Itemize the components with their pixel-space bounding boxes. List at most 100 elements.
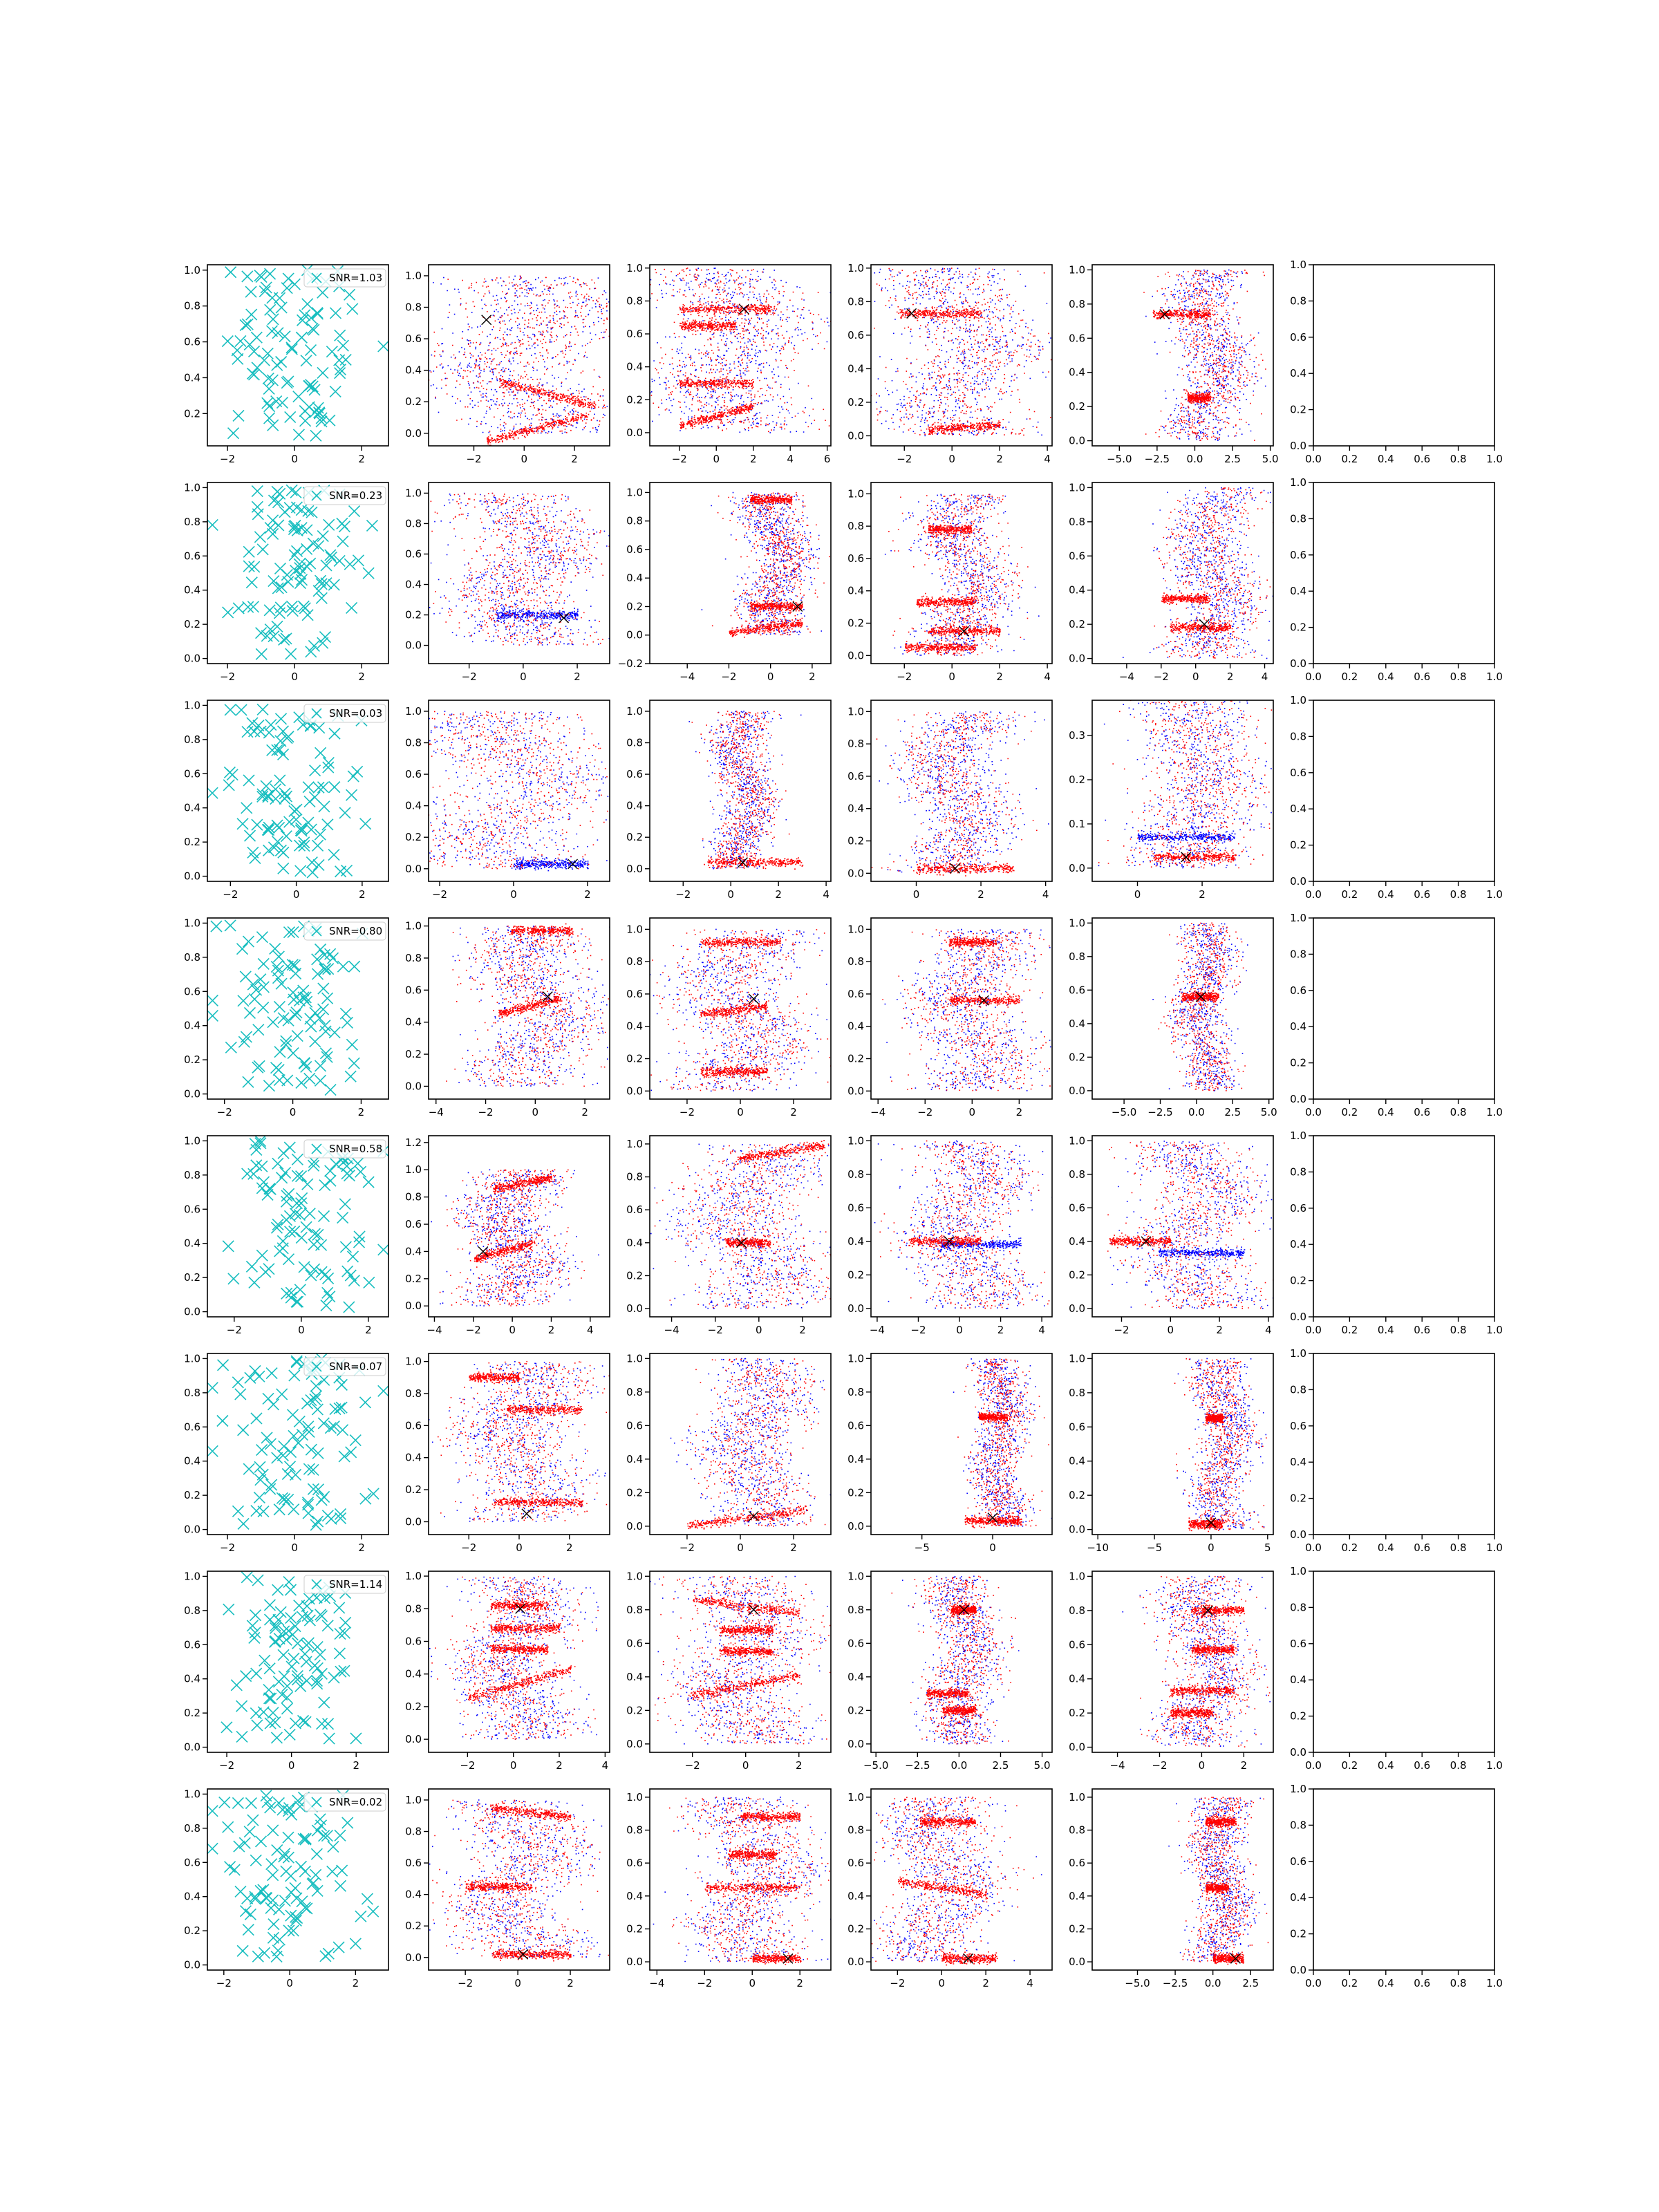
- x-tick-label: 2: [1227, 671, 1234, 683]
- y-tick-label: 0.2: [405, 1483, 422, 1496]
- y-tick-label: 1.0: [1069, 1570, 1085, 1582]
- cyan-x-marker: [363, 1276, 375, 1288]
- cyan-x-marker: [299, 602, 311, 615]
- cyan-x-marker: [260, 281, 272, 294]
- cyan-x-marker: [224, 704, 236, 716]
- x-tick-label: 0: [913, 888, 920, 901]
- y-tick-label: 0.4: [626, 1890, 643, 1902]
- x-tick-label: 0.8: [1450, 1977, 1467, 1989]
- y-tick-label: 0.8: [1069, 298, 1085, 310]
- x-tick-label: −2: [217, 1106, 232, 1118]
- cyan-x-marker: [284, 1584, 297, 1596]
- y-tick-label: 0.2: [847, 1486, 864, 1499]
- cyan-x-marker: [234, 1388, 247, 1400]
- cyan-x-marker: [283, 1461, 297, 1473]
- legend-box: [303, 1792, 386, 1812]
- cyan-x-marker: [285, 1286, 297, 1299]
- cyan-x-marker: [346, 1250, 359, 1263]
- cyan-x-marker: [303, 379, 315, 392]
- y-tick-label: 1.0: [626, 1570, 643, 1582]
- cyan-x-marker: [337, 960, 349, 973]
- x-tick-label: −4: [664, 1324, 679, 1336]
- cyan-x-marker: [312, 1228, 324, 1241]
- cyan-x-marker: [298, 1261, 310, 1273]
- cyan-x-marker: [222, 1240, 234, 1253]
- cyan-x-marker: [315, 1667, 328, 1680]
- cyan-x-marker: [276, 1388, 288, 1400]
- x-tick-label: 0: [1208, 1541, 1215, 1554]
- y-tick-label: 0.8: [405, 737, 422, 749]
- blue-points: [1109, 1141, 1273, 1309]
- cyan-x-marker: [286, 1409, 299, 1421]
- cyan-x-marker: [245, 285, 257, 298]
- cyan-x-marker: [217, 1359, 229, 1371]
- y-tick-label: 0.8: [1290, 1601, 1306, 1613]
- plot-area: [891, 1575, 1020, 1745]
- cyan-x-marker: [299, 415, 312, 427]
- y-tick-label: 0.8: [847, 738, 864, 750]
- y-tick-label: 0.8: [626, 294, 643, 307]
- plot-area: [871, 711, 1049, 877]
- legend: SNR=0.07: [303, 1357, 386, 1376]
- cyan-x-marker: [291, 1669, 303, 1683]
- axes-frame: [428, 700, 610, 882]
- y-tick-label: 0.2: [184, 1489, 200, 1501]
- cyan-x-marker: [301, 1600, 313, 1613]
- cyan-x-marker: [267, 419, 279, 431]
- x-tick-label: 0.4: [1378, 671, 1394, 683]
- y-tick-label: 0.8: [1290, 1165, 1306, 1178]
- x-tick-label: 0.2: [1341, 888, 1358, 901]
- cyan-x-marker: [256, 931, 269, 944]
- cyan-x-marker: [322, 1272, 335, 1284]
- cyan-x-marker: [308, 324, 320, 336]
- y-tick-label: 0.8: [405, 1387, 422, 1400]
- x-tick-label: 2: [358, 453, 365, 465]
- cyan-x-marker: [292, 391, 305, 403]
- y-tick-label: 0.4: [847, 1020, 864, 1033]
- legend-marker: [311, 490, 322, 501]
- cyan-x-marker: [300, 1221, 312, 1233]
- cyan-x-marker: [245, 1797, 257, 1810]
- cyan-x-marker: [350, 1732, 362, 1745]
- cyan-x-marker: [343, 1301, 355, 1313]
- subplot-r5-c4: −4 −2 0 2 4 0.0 0.2 0.4 0.6 0.8 1.0: [847, 1134, 1053, 1336]
- cyan-x-marker: [255, 627, 268, 639]
- cyan-x-marker: [279, 1847, 291, 1860]
- plot-area: [207, 1353, 388, 1531]
- cyan-x-marker: [304, 1013, 317, 1025]
- cyan-x-marker: [271, 1452, 283, 1464]
- cyan-x-marker: [333, 354, 346, 366]
- y-tick-label: 0.6: [847, 1857, 864, 1869]
- cyan-x-marker: [294, 1680, 307, 1692]
- cyan-x-marker: [346, 1038, 358, 1051]
- y-tick-label: 0.8: [184, 733, 200, 746]
- cyan-x-marker: [298, 840, 310, 852]
- x-tick-label: 4: [1027, 1977, 1033, 1989]
- cyan-x-marker: [232, 1376, 244, 1389]
- x-tick-label: 0: [291, 453, 298, 465]
- y-tick-label: 0.4: [405, 1016, 422, 1029]
- cyan-x-marker: [259, 1947, 271, 1959]
- cyan-x-marker: [321, 818, 334, 831]
- y-tick-label: 0.8: [1069, 1824, 1085, 1837]
- x-tick-label: 0.0: [1305, 1977, 1322, 1989]
- cyan-x-marker: [328, 849, 340, 861]
- x-tick-label: 6: [824, 453, 831, 465]
- cyan-x-marker: [285, 1909, 297, 1922]
- cyan-x-marker: [272, 1584, 284, 1596]
- cyan-x-marker: [264, 1717, 276, 1730]
- cyan-x-marker: [256, 790, 269, 803]
- subplot-r4-c6: 0.0 0.2 0.4 0.6 0.8 1.0 0.0 0.2 0.4 0.6 0.8 1.0: [1290, 912, 1503, 1118]
- legend-label: SNR=0.03: [329, 707, 382, 720]
- blue-points: [650, 268, 831, 433]
- cyan-x-marker: [339, 1616, 352, 1629]
- cyan-x-marker: [263, 1683, 275, 1696]
- y-tick-label: 0.4: [184, 802, 200, 814]
- cyan-x-marker: [251, 818, 263, 831]
- cyan-x-marker: [292, 1295, 304, 1308]
- cyan-x-marker: [308, 791, 321, 803]
- y-tick-label: 0.6: [1290, 984, 1306, 997]
- cyan-x-marker: [307, 1159, 320, 1172]
- cyan-x-marker: [281, 960, 294, 973]
- cyan-x-marker: [267, 527, 279, 541]
